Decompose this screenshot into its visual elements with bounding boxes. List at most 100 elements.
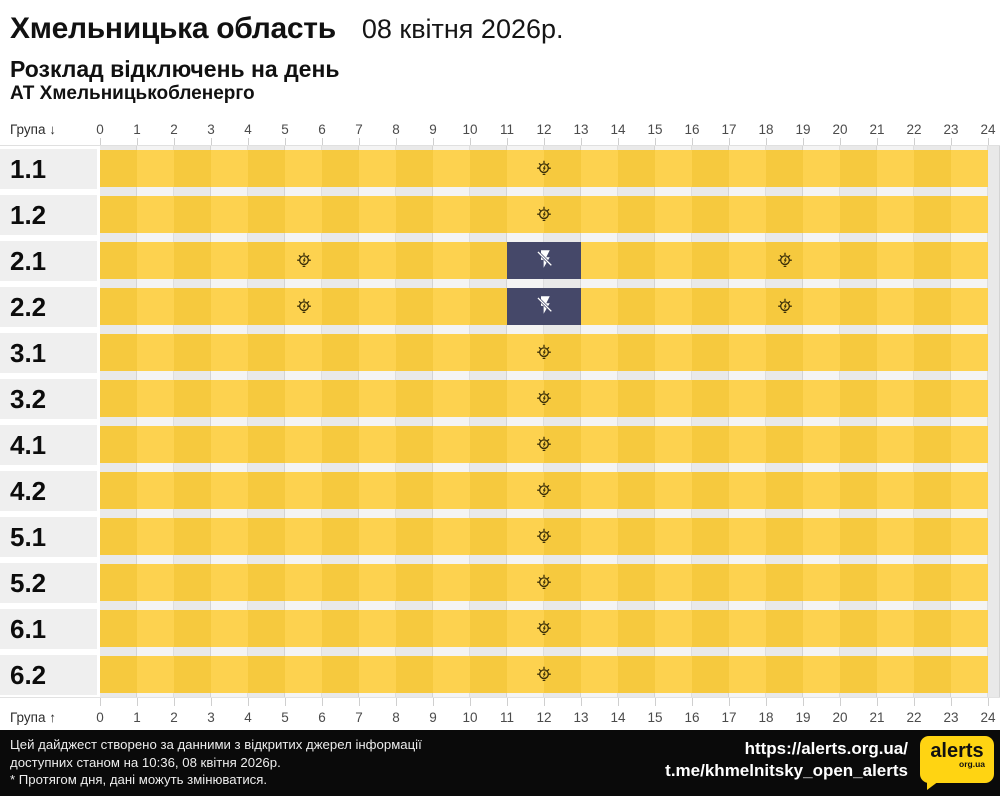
hour-tick	[100, 138, 101, 145]
company-name: АТ Хмельницькобленерго	[10, 83, 255, 104]
bulb-icon	[534, 205, 554, 225]
bar-segment	[581, 610, 618, 647]
bar-segment	[211, 288, 248, 325]
hour-label: 0	[96, 710, 104, 725]
group-label: 2.2	[0, 287, 97, 327]
bar-segment	[322, 380, 359, 417]
bar-segment	[914, 610, 951, 647]
hour-label: 4	[244, 710, 252, 725]
bar-segment	[211, 426, 248, 463]
bar-segment	[951, 426, 988, 463]
hour-tick	[914, 698, 915, 706]
hour-tick	[766, 698, 767, 706]
hour-label: 23	[943, 122, 959, 137]
bar-segment	[359, 564, 396, 601]
bar-segment	[100, 380, 137, 417]
hour-tick	[137, 698, 138, 706]
logo-wordmark: alerts	[930, 740, 984, 762]
schedule-row-1.1: 1.1	[0, 146, 1000, 192]
hour-axis-top: Група ↓ 0 1 2 3 4 5 6 7 8 9 10 11 12 13 14 15 16 17 18 19 20…	[0, 120, 1000, 145]
bulb-icon	[294, 251, 314, 271]
group-label: 6.2	[0, 655, 97, 695]
bar-segment	[248, 518, 285, 555]
bar-segment	[137, 380, 174, 417]
hour-tick	[359, 698, 360, 706]
bar-segment	[359, 472, 396, 509]
hour-label: 13	[573, 710, 589, 725]
bulb-icon	[534, 389, 554, 409]
grid-cell	[988, 330, 1000, 376]
hour-tick	[618, 698, 619, 706]
bar-segment	[248, 150, 285, 187]
bar-segment	[766, 656, 803, 693]
hour-tick	[914, 138, 915, 145]
footer-note-line: доступних станом на 10:36, 08 квітня 202…	[10, 754, 281, 770]
hour-tick	[359, 138, 360, 145]
bar-segment	[396, 288, 433, 325]
bar-segment	[470, 610, 507, 647]
bar-segment	[174, 288, 211, 325]
schedule-row-5.2: 5.2	[0, 560, 1000, 606]
bar-segment	[100, 242, 137, 279]
hour-tick	[322, 698, 323, 706]
bar-segment	[581, 656, 618, 693]
hour-tick	[840, 698, 841, 706]
bar-segment	[692, 656, 729, 693]
bar-segment	[285, 518, 322, 555]
bulb-icon	[534, 159, 554, 179]
bar-segment	[137, 334, 174, 371]
bar-segment	[359, 380, 396, 417]
bar-segment	[322, 656, 359, 693]
hour-label: 14	[610, 710, 626, 725]
bar-segment	[951, 196, 988, 233]
hour-label: 17	[721, 122, 737, 137]
hour-label: 22	[906, 710, 922, 725]
group-label-text: 6.1	[10, 614, 47, 644]
bar-segment	[840, 656, 877, 693]
schedule-row-6.1: 6.1	[0, 606, 1000, 652]
bar-segment	[433, 564, 470, 601]
hour-label: 9	[429, 710, 437, 725]
bar-segment	[433, 150, 470, 187]
hour-label: 8	[392, 122, 400, 137]
bar-segment	[100, 196, 137, 233]
hour-label: 11	[499, 710, 514, 725]
footer-link-site: https://alerts.org.ua/	[744, 739, 908, 758]
schedule-grid: 1.1 1.2 2.1 2.2 3.1 3.2 4.1 4.2 5.1 5.2 6.1 6.2	[0, 145, 1000, 698]
bar-segment	[951, 288, 988, 325]
bar-segment	[618, 472, 655, 509]
bar-segment	[729, 656, 766, 693]
bulb-icon	[534, 619, 554, 639]
bar-segment	[655, 518, 692, 555]
bar-segment	[174, 610, 211, 647]
bulb-icon	[534, 573, 554, 593]
bar-segment	[322, 564, 359, 601]
hour-tick	[396, 138, 397, 145]
bar-segment	[433, 610, 470, 647]
hour-tick	[248, 698, 249, 706]
bar-segment	[396, 334, 433, 371]
bar-segment	[581, 288, 618, 325]
bar-segment	[729, 196, 766, 233]
bar-segment	[470, 196, 507, 233]
bar-segment	[248, 196, 285, 233]
bar-segment	[840, 288, 877, 325]
bar-segment	[433, 288, 470, 325]
bar-segment	[692, 288, 729, 325]
bar-segment	[840, 242, 877, 279]
hour-tick	[692, 698, 693, 706]
hour-label: 18	[758, 122, 774, 137]
hour-label: 2	[170, 710, 178, 725]
bar-segment	[211, 334, 248, 371]
bar-segment	[248, 380, 285, 417]
group-label: 6.1	[0, 609, 97, 649]
bar-segment	[433, 242, 470, 279]
bar-segment	[803, 610, 840, 647]
group-label: 5.1	[0, 517, 97, 557]
hour-tick	[618, 138, 619, 145]
hour-tick	[433, 138, 434, 145]
bar-segment	[692, 610, 729, 647]
bar-segment	[396, 242, 433, 279]
bar-segment	[951, 656, 988, 693]
bar-segment	[951, 334, 988, 371]
